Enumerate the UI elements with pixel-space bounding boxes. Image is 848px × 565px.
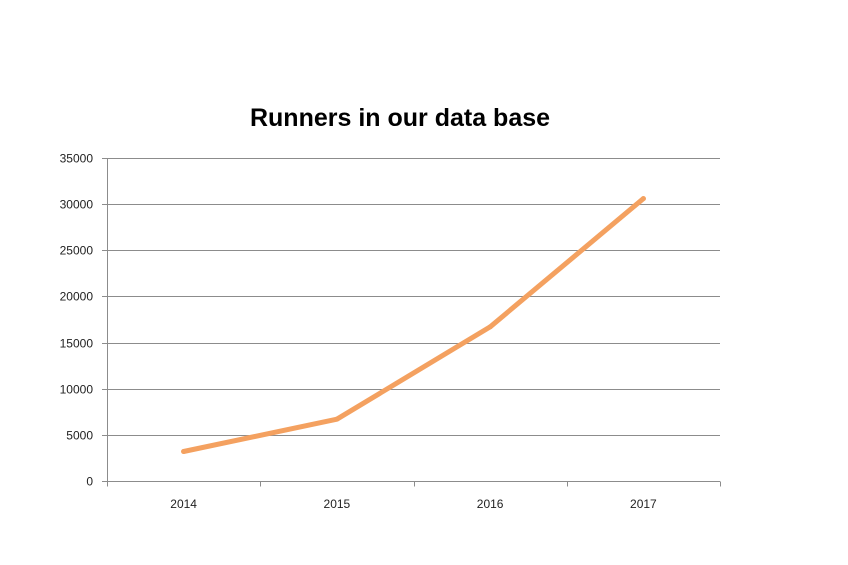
y-tick-label: 10000 <box>60 383 94 397</box>
y-tick-label: 25000 <box>60 244 94 258</box>
y-tick-label: 0 <box>86 475 93 489</box>
gridlines <box>107 158 720 436</box>
y-tick-label: 30000 <box>60 198 94 212</box>
y-tick-label: 35000 <box>60 152 94 166</box>
x-axis <box>102 158 721 487</box>
x-tick-label: 2016 <box>477 497 504 511</box>
y-axis-tick-labels: 0 5000 10000 15000 20000 25000 30000 35000 <box>60 152 94 489</box>
data-point <box>487 324 493 330</box>
data-point <box>640 196 646 202</box>
y-tick-label: 20000 <box>60 290 94 304</box>
series-layer <box>181 196 646 454</box>
x-tick-label: 2014 <box>170 497 197 511</box>
data-point <box>181 448 187 454</box>
x-tick-label: 2015 <box>324 497 351 511</box>
x-axis-tick-labels: 2014 2015 2016 2017 <box>170 497 657 511</box>
y-tick-label: 15000 <box>60 337 94 351</box>
x-tick-label: 2017 <box>630 497 657 511</box>
chart-title: Runners in our data base <box>250 104 550 132</box>
series-line <box>181 196 646 454</box>
data-point <box>334 416 340 422</box>
y-tick-label: 5000 <box>66 429 93 443</box>
